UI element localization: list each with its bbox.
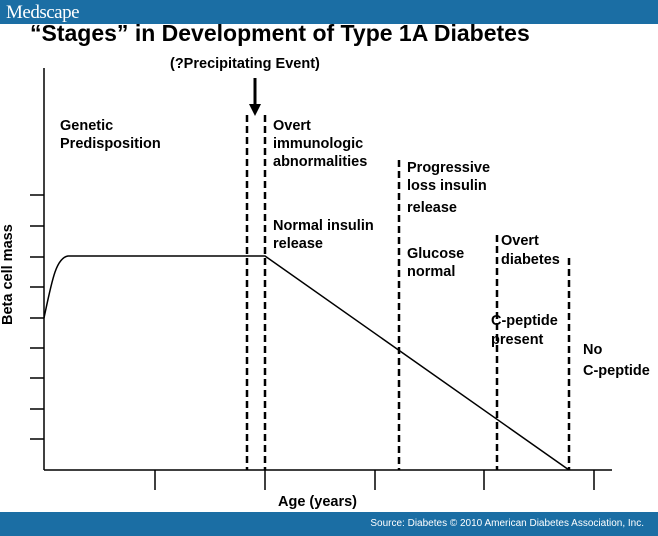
svg-text:abnormalities: abnormalities [273,154,367,170]
svg-text:Progressive: Progressive [407,160,490,176]
svg-text:Glucose: Glucose [407,246,464,262]
svg-text:No: No [583,342,602,358]
svg-text:C-peptide: C-peptide [491,313,558,329]
y-ticks [30,194,44,440]
svg-text:Genetic: Genetic [60,118,113,134]
y-axis-label: Beta cell mass [0,224,16,325]
svg-text:Predisposition: Predisposition [60,136,161,152]
stage-glucose-normal: Glucose normal [407,246,464,280]
svg-text:diabetes: diabetes [501,252,560,268]
event-arrow [249,78,261,116]
x-ticks [154,470,595,490]
svg-text:release: release [407,200,457,216]
stage-overt-diabetes: Overt diabetes [501,233,560,268]
slide-title: “Stages” in Development of Type 1A Diabe… [30,20,530,46]
svg-text:Overt: Overt [273,118,311,134]
stage-no-c-peptide: No C-peptide [583,342,650,379]
header-bar: Medscape [0,0,658,24]
footer-bar: Source: Diabetes © 2010 American Diabete… [0,512,658,536]
svg-text:immunologic: immunologic [273,136,363,152]
svg-text:Overt: Overt [501,233,539,249]
svg-text:present: present [491,332,544,348]
stage-genetic: Genetic Predisposition [60,118,161,152]
medscape-logo: Medscape [6,2,80,23]
source-credit: Source: Diabetes © 2010 American Diabete… [370,518,644,529]
svg-text:release: release [273,236,323,252]
svg-text:C-peptide: C-peptide [583,363,650,379]
stage-progressive-loss: Progressive loss insulin release [407,160,490,216]
x-axis-label: Age (years) [278,494,357,510]
event-label: (?Precipitating Event) [170,56,320,72]
svg-text:loss insulin: loss insulin [407,178,487,194]
stage-c-peptide-present: C-peptide present [491,313,558,348]
axes [30,68,612,490]
stage-normal-insulin: Normal insulin release [273,218,374,252]
svg-text:Normal insulin: Normal insulin [273,218,374,234]
beta-cell-mass-curve [43,255,570,471]
svg-text:normal: normal [407,264,455,280]
stage-dividers [245,115,571,470]
stage-immunologic: Overt immunologic abnormalities [273,118,367,170]
